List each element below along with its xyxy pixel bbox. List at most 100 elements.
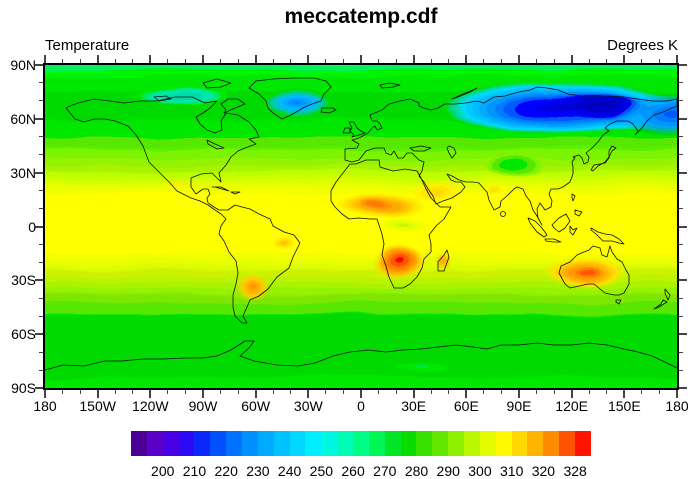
lon-minor-tick xyxy=(448,390,450,394)
lon-minor-tick xyxy=(325,59,327,63)
lon-major-tick xyxy=(149,55,152,63)
lon-major-tick xyxy=(96,55,99,63)
colorbar-cell xyxy=(575,431,591,456)
lat-major-tick xyxy=(679,64,687,66)
colorbar-cell xyxy=(131,431,147,456)
colorbar-label: 300 xyxy=(468,463,492,479)
island-coastlines xyxy=(153,78,671,310)
congo-cool-patch xyxy=(377,216,429,234)
lon-minor-tick xyxy=(79,59,81,63)
lon-major-tick xyxy=(360,55,362,63)
lon-tick-label: 0 xyxy=(357,398,365,414)
greenland-coastline xyxy=(248,77,332,120)
lon-minor-tick xyxy=(483,59,485,63)
colorbar-label: 220 xyxy=(214,463,238,479)
mexico-warm-spot xyxy=(162,176,194,190)
colorbar-cell xyxy=(416,431,433,456)
lon-major-tick xyxy=(202,55,204,63)
colorbar-label: 260 xyxy=(341,463,365,479)
tibet-cool-anomaly xyxy=(485,156,545,178)
lat-minor-tick xyxy=(679,261,683,263)
lon-minor-tick xyxy=(378,59,380,63)
lon-tick-label: 30E xyxy=(401,398,427,414)
lat-minor-tick xyxy=(679,208,683,210)
lon-tick-label: 180 xyxy=(33,398,57,414)
lon-minor-tick xyxy=(606,59,608,63)
lon-minor-tick xyxy=(641,59,643,63)
colorbar-cell xyxy=(495,431,512,456)
lon-major-tick xyxy=(412,55,415,63)
lon-major-tick xyxy=(623,390,626,398)
lon-minor-tick xyxy=(395,59,397,63)
right-axis-subtitle: Degrees K xyxy=(607,37,678,54)
lon-major-tick xyxy=(412,390,415,398)
lon-tick-label: 90W xyxy=(188,398,218,414)
lon-minor-tick xyxy=(272,59,274,63)
lon-minor-tick xyxy=(378,390,380,394)
lon-minor-tick xyxy=(167,59,169,63)
argentina-warm-anomaly xyxy=(235,272,269,300)
lon-major-tick xyxy=(518,390,520,398)
colorbar-label: 320 xyxy=(531,463,556,479)
lat-major-tick xyxy=(679,117,687,120)
colorbar-cell xyxy=(511,431,528,456)
lon-minor-tick xyxy=(237,390,239,394)
temperature-field xyxy=(45,65,677,388)
lat-major-tick xyxy=(35,333,43,336)
colorbar-label: 328 xyxy=(563,463,587,479)
lon-tick-label: 120W xyxy=(132,398,169,414)
lat-tick-label: 30N xyxy=(10,164,36,181)
lat-minor-tick xyxy=(39,351,43,353)
colorbar-cell xyxy=(162,431,179,456)
lat-major-tick xyxy=(35,225,43,228)
lon-major-tick xyxy=(254,55,257,63)
lat-minor-tick xyxy=(679,243,683,245)
colorbar-cell xyxy=(178,431,195,456)
lat-tick-label: 90S xyxy=(11,380,36,396)
lat-minor-tick xyxy=(39,154,43,156)
lon-tick-label: 90E xyxy=(506,398,532,414)
india-warm-spot xyxy=(486,187,502,197)
lon-major-tick xyxy=(149,390,152,398)
colorbar-cell xyxy=(384,431,401,456)
lat-major-tick xyxy=(35,387,43,389)
lon-minor-tick xyxy=(588,390,590,394)
lon-tick-label: 30W xyxy=(293,398,323,414)
lon-minor-tick xyxy=(553,390,555,394)
colorbar-label: 200 xyxy=(151,463,175,479)
lon-major-tick xyxy=(518,55,520,63)
lon-major-tick xyxy=(465,55,468,63)
lon-major-tick xyxy=(96,390,99,398)
africa-coastline xyxy=(330,159,452,289)
colorbar-label: 230 xyxy=(246,463,270,479)
lon-minor-tick xyxy=(342,390,344,394)
left-axis-subtitle: Temperature xyxy=(45,37,130,54)
lat-major-tick xyxy=(679,387,687,389)
lon-minor-tick xyxy=(290,390,292,394)
lon-major-tick xyxy=(202,390,204,398)
colorbar-label: 240 xyxy=(277,463,302,479)
lat-tick-label: 60N xyxy=(10,110,36,127)
lon-minor-tick xyxy=(536,59,538,63)
lat-major-tick xyxy=(679,279,687,282)
lon-tick-label: 120E xyxy=(555,398,589,414)
eurasia-coastline xyxy=(344,86,677,226)
colorbar-cell xyxy=(273,431,290,456)
australia-warm-core xyxy=(577,264,605,276)
colorbar-cell xyxy=(257,431,274,456)
lat-tick-label: 90N xyxy=(10,57,36,73)
lon-minor-tick xyxy=(483,390,485,394)
lon-minor-tick xyxy=(272,390,274,394)
colorbar-cell xyxy=(226,431,243,456)
lon-minor-tick xyxy=(500,59,502,63)
americas-coastline xyxy=(65,96,301,324)
lon-tick-label: 150W xyxy=(79,398,116,414)
lon-minor-tick xyxy=(658,390,660,394)
lat-tick-label: 60S xyxy=(11,326,36,343)
lon-minor-tick xyxy=(167,390,169,394)
lat-minor-tick xyxy=(39,369,43,371)
colorbar-label: 280 xyxy=(404,463,429,479)
lat-minor-tick xyxy=(679,136,683,138)
colorbar-cell xyxy=(559,431,576,456)
lon-tick-label: 180 xyxy=(665,398,688,414)
